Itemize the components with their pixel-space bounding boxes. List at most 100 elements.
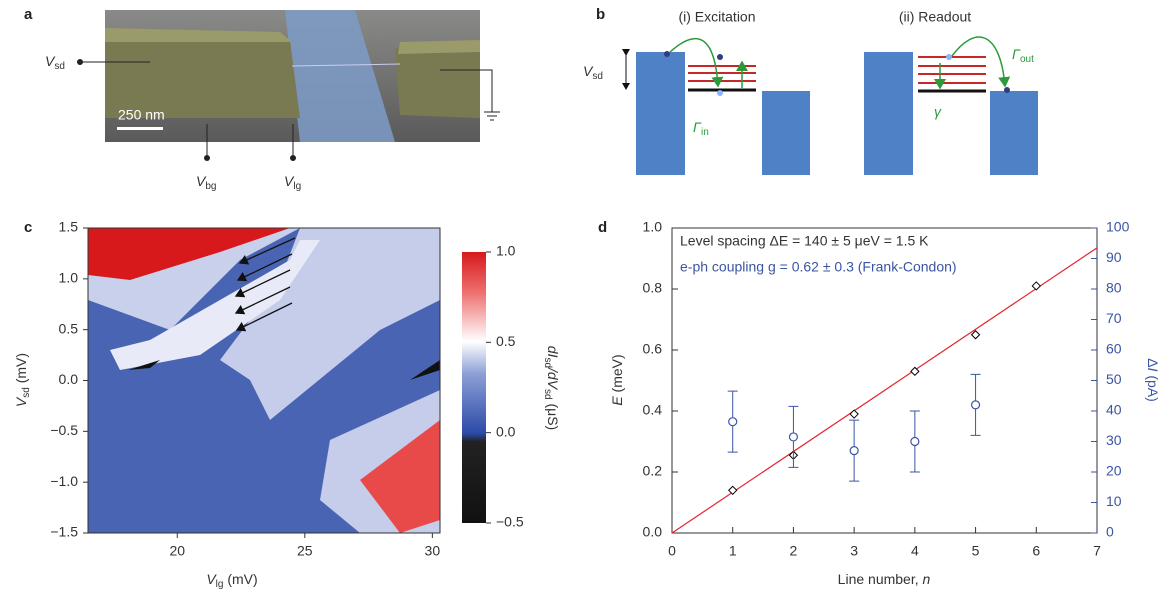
point — [970, 330, 981, 340]
subtitle: (i) Excitation — [678, 9, 755, 25]
y-tick-label: 0.8 — [643, 280, 663, 296]
part: (mV) — [223, 571, 257, 587]
panel-label: c — [24, 219, 32, 236]
var: Γ — [693, 119, 702, 135]
x-tick-label: 2 — [790, 543, 798, 559]
energy-diagram — [636, 36, 1038, 175]
var: V — [196, 173, 207, 189]
sem-image — [105, 10, 480, 142]
y2-tick-label: 10 — [1106, 493, 1122, 509]
y2-tick-label: 50 — [1106, 371, 1122, 387]
x-tick-label: 5 — [972, 543, 980, 559]
sub: out — [1020, 54, 1034, 65]
colorbar-tick-label: 0.5 — [496, 333, 516, 349]
x-tick-label: 4 — [911, 543, 919, 559]
var: V — [45, 53, 56, 69]
x-axis-label: Line number, n — [838, 571, 931, 587]
colorbar-tick-label: 0.0 — [496, 423, 516, 439]
y2-tick-label: 70 — [1106, 310, 1122, 326]
y-tick-label: 0.2 — [643, 463, 663, 479]
part: (pA) — [1145, 371, 1161, 401]
var: V — [206, 571, 217, 587]
x-tick-label: 30 — [425, 543, 441, 559]
sub: sd — [542, 357, 553, 368]
sub: sd — [592, 71, 603, 82]
var: V — [13, 396, 29, 407]
x-tick-label: 0 — [668, 543, 676, 559]
gamma-in: Γin — [693, 119, 709, 138]
y-tick-label: 1.0 — [59, 270, 79, 286]
y2-tick-label: 0 — [1106, 524, 1114, 540]
y-tick-label: 0.5 — [59, 320, 79, 336]
sub: in — [701, 127, 709, 138]
y-tick-label: 1.5 — [59, 219, 79, 235]
lead-dot — [204, 155, 210, 161]
y-tick-label: 0.6 — [643, 341, 663, 357]
var: E — [609, 396, 625, 406]
lead-dot — [77, 59, 83, 65]
annotation: e-ph coupling g = 0.62 ± 0.3 (Frank-Cond… — [680, 259, 957, 275]
x-tick-label: 1 — [729, 543, 737, 559]
panel-label: a — [24, 6, 33, 23]
var: V — [583, 63, 594, 79]
y2-axis-label: ΔI (pA) — [1145, 358, 1161, 402]
y-axis-label: Vsd (mV) — [13, 353, 32, 407]
sub: sd — [54, 61, 65, 72]
y-tick-label: 0.0 — [59, 371, 79, 387]
colorbar-label: dIsd/dVsd (μS) — [542, 346, 561, 430]
point — [728, 417, 738, 427]
subtitle: (ii) Readout — [899, 9, 971, 25]
sub: sd — [542, 389, 553, 400]
scale-bar — [117, 127, 163, 130]
sub: sd — [21, 387, 32, 398]
y2-tick-label: 60 — [1106, 341, 1122, 357]
fit-line — [671, 247, 1098, 534]
arrows — [234, 237, 296, 332]
y2-tick-label: 20 — [1106, 463, 1122, 479]
var: Γ — [1012, 46, 1021, 62]
point — [1031, 281, 1041, 291]
x-tick-label: 3 — [850, 543, 858, 559]
var: I — [1145, 368, 1161, 372]
y2-tick-label: 30 — [1106, 432, 1122, 448]
y-tick-label: 1.0 — [643, 219, 663, 235]
part: Δ — [1145, 358, 1161, 367]
gamma-out: Γout — [1012, 46, 1034, 65]
y-axis-label: E (meV) — [609, 354, 625, 405]
var: V — [284, 173, 295, 189]
x-tick-label: 7 — [1093, 543, 1101, 559]
lead-dot — [290, 155, 296, 161]
sub: lg — [216, 579, 224, 590]
point — [970, 400, 981, 410]
part: /dV — [545, 367, 561, 391]
part: (μS) — [545, 400, 561, 431]
vlg-label: Vlg — [284, 173, 301, 192]
y2-tick-label: 100 — [1106, 219, 1130, 235]
vsd-label: Vsd — [45, 53, 65, 72]
colorbar-tick-label: −0.5 — [496, 514, 524, 530]
panel-label: b — [596, 6, 605, 23]
part: Line number, — [838, 571, 923, 587]
sub: lg — [293, 181, 301, 192]
x-axis-label: Vlg (mV) — [206, 571, 257, 590]
y-tick-label: −0.5 — [50, 422, 78, 438]
scale-label: 250 nm — [118, 107, 165, 123]
panel-label: d — [598, 219, 607, 236]
y-tick-label: −1.0 — [50, 473, 78, 489]
part: dI — [545, 346, 561, 358]
point — [849, 446, 859, 456]
ground — [440, 69, 500, 121]
point — [788, 432, 799, 442]
y2-tick-label: 40 — [1106, 402, 1122, 418]
annotation: Level spacing ΔE = 140 ± 5 μeV = 1.5 K — [680, 233, 929, 249]
y-tick-label: 0.0 — [643, 524, 663, 540]
colorbar-tick-label: 1.0 — [496, 243, 516, 259]
vbg-label: Vbg — [196, 173, 216, 192]
point — [728, 485, 738, 496]
colorbar — [462, 252, 486, 523]
sub: bg — [205, 181, 216, 192]
x-tick-label: 6 — [1032, 543, 1040, 559]
x-tick-label: 20 — [169, 543, 185, 559]
y-tick-label: −1.5 — [50, 524, 78, 540]
